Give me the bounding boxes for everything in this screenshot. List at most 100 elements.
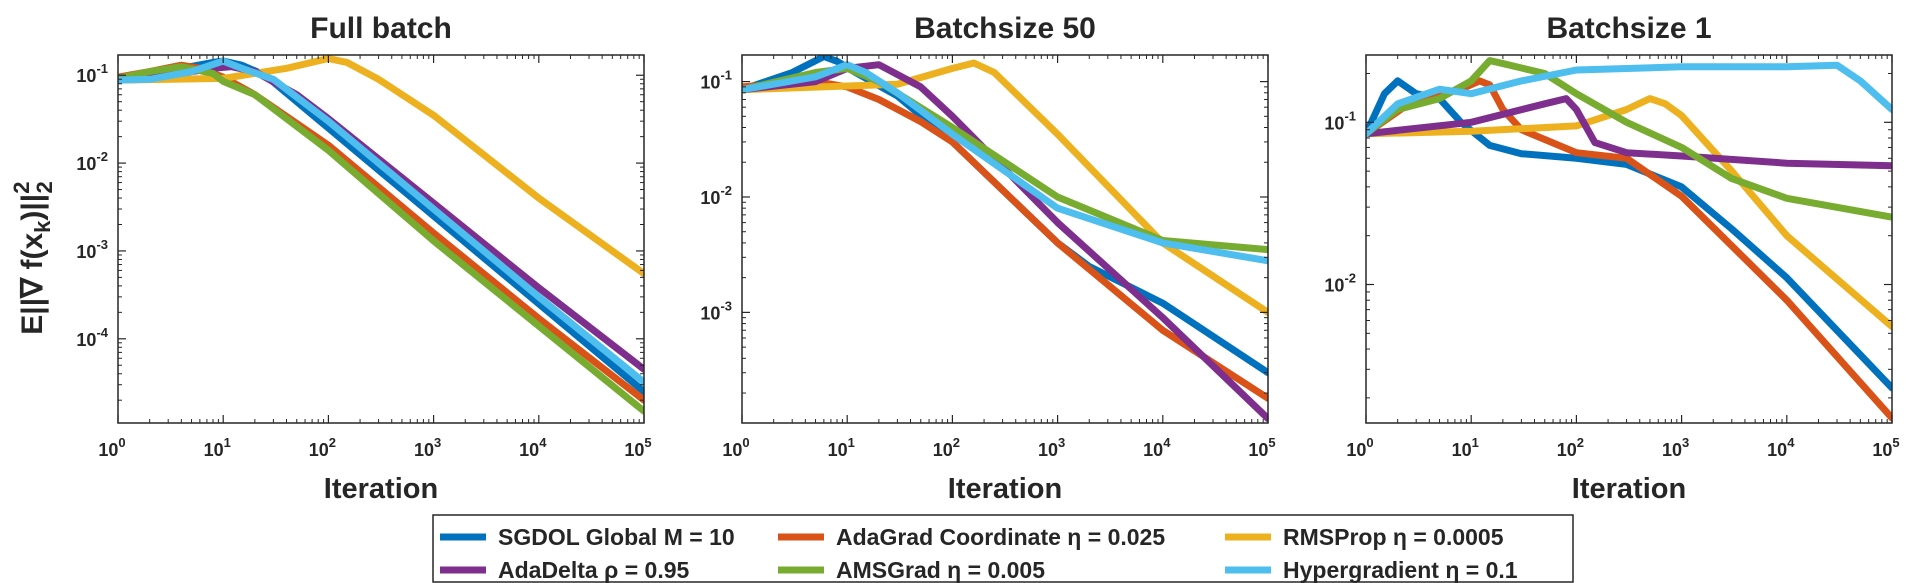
legend-item: RMSProp η = 0.0005 bbox=[1225, 524, 1504, 550]
legend: SGDOL Global M = 10 AdaGrad Coordinate η … bbox=[432, 514, 1574, 583]
x-axis-label: Iteration bbox=[948, 473, 1062, 505]
plot-area bbox=[118, 55, 644, 423]
x-tick-exponent: 5 bbox=[1268, 435, 1275, 450]
series-line-amsgrad bbox=[118, 63, 644, 415]
x-tick-label: 105 bbox=[1872, 435, 1899, 460]
ylabel-sub-2: 2 bbox=[32, 181, 57, 193]
x-tick-label: 102 bbox=[1557, 435, 1584, 460]
x-tick-label: 100 bbox=[98, 435, 125, 460]
x-tick-exponent: 3 bbox=[434, 435, 441, 450]
y-tick-label: 10-2 bbox=[76, 149, 108, 174]
chart-panel-2: 100 101 102 103 104 10510-110-210-3Batchsize … bbox=[700, 12, 1275, 505]
y-tick-exponent: -3 bbox=[720, 298, 732, 313]
x-tick-exponent: 3 bbox=[1058, 435, 1065, 450]
x-axis-label: Iteration bbox=[324, 473, 438, 505]
legend-box bbox=[432, 514, 1574, 583]
axes-box bbox=[741, 54, 1269, 424]
y-tick-exponent: -1 bbox=[96, 61, 108, 76]
series-line-hypergradient bbox=[1366, 61, 1892, 138]
y-tick-exponent: -1 bbox=[1344, 108, 1356, 123]
x-tick-exponent: 2 bbox=[953, 435, 960, 450]
x-tick-label: 102 bbox=[309, 435, 336, 460]
ylabel-sub-k: k bbox=[30, 220, 55, 233]
series-line-adadelta bbox=[742, 61, 1268, 423]
x-tick-label: 101 bbox=[1452, 435, 1479, 460]
x-tick-exponent: 3 bbox=[1682, 435, 1689, 450]
chart-title: Batchsize 50 bbox=[914, 12, 1096, 45]
series-line-rmsprop bbox=[118, 55, 644, 278]
svg-text:E||∇ f(xk)||22: E||∇ f(xk)||22 bbox=[9, 181, 57, 334]
y-tick-label: 10-1 bbox=[76, 61, 108, 86]
legend-item: SGDOL Global M = 10 bbox=[440, 524, 735, 550]
x-tick-label: 100 bbox=[1346, 435, 1373, 460]
y-tick-exponent: -2 bbox=[720, 183, 732, 198]
x-tick-exponent: 5 bbox=[644, 435, 651, 450]
legend-label: Hypergradient η = 0.1 bbox=[1283, 557, 1518, 583]
y-tick-label: 10-2 bbox=[1324, 271, 1356, 296]
legend-item: Hypergradient η = 0.1 bbox=[1225, 557, 1518, 583]
y-tick-label: 10-3 bbox=[700, 298, 732, 323]
x-tick-label: 101 bbox=[204, 435, 231, 460]
series-line-rmsprop bbox=[1366, 95, 1892, 331]
x-tick-exponent: 4 bbox=[1163, 435, 1171, 450]
series-group bbox=[742, 55, 1268, 423]
axes-box bbox=[117, 54, 645, 424]
x-axis-label: Iteration bbox=[1572, 473, 1686, 505]
x-tick-label: 101 bbox=[828, 435, 855, 460]
x-tick-label: 103 bbox=[1662, 435, 1689, 460]
x-tick-label: 104 bbox=[1143, 435, 1171, 460]
x-tick-label: 104 bbox=[519, 435, 547, 460]
ylabel-close: )|| bbox=[16, 194, 49, 221]
series-group bbox=[1366, 57, 1892, 422]
y-tick-exponent: -1 bbox=[720, 68, 732, 83]
x-tick-exponent: 1 bbox=[1472, 435, 1479, 450]
y-tick-exponent: -3 bbox=[96, 237, 108, 252]
y-tick-label: 10-1 bbox=[1324, 108, 1356, 133]
x-tick-exponent: 0 bbox=[118, 435, 125, 450]
y-tick-label: 10-2 bbox=[700, 183, 732, 208]
x-tick-exponent: 4 bbox=[539, 435, 547, 450]
legend-item: AdaDelta ρ = 0.95 bbox=[440, 557, 689, 583]
y-tick-label: 10-4 bbox=[76, 325, 108, 350]
legend-item: AdaGrad Coordinate η = 0.025 bbox=[778, 524, 1165, 550]
axes-box bbox=[1365, 54, 1893, 424]
x-tick-exponent: 4 bbox=[1787, 435, 1795, 450]
x-tick-exponent: 2 bbox=[329, 435, 336, 450]
y-tick-exponent: -4 bbox=[96, 325, 108, 340]
legend-label: AdaDelta ρ = 0.95 bbox=[498, 557, 689, 583]
y-axis-label: E||∇ f(xk)||22 bbox=[9, 181, 57, 334]
x-tick-label: 103 bbox=[414, 435, 441, 460]
legend-item: AMSGrad η = 0.005 bbox=[778, 557, 1045, 583]
x-tick-exponent: 5 bbox=[1892, 435, 1899, 450]
chart-title: Full batch bbox=[310, 12, 452, 45]
x-tick-label: 104 bbox=[1767, 435, 1795, 460]
y-tick-label: 10-3 bbox=[76, 237, 108, 262]
series-group bbox=[118, 55, 644, 415]
plot-area bbox=[742, 55, 1268, 423]
x-tick-exponent: 2 bbox=[1577, 435, 1584, 450]
legend-label: SGDOL Global M = 10 bbox=[498, 524, 735, 550]
y-tick-exponent: -2 bbox=[96, 149, 108, 164]
x-tick-label: 100 bbox=[722, 435, 749, 460]
series-line-hypergradient bbox=[118, 57, 644, 386]
ylabel-main: E||∇ f(x bbox=[16, 233, 49, 335]
x-tick-exponent: 1 bbox=[848, 435, 855, 450]
chart-title: Batchsize 1 bbox=[1546, 12, 1711, 45]
x-tick-label: 103 bbox=[1038, 435, 1065, 460]
series-line-hypergradient bbox=[742, 61, 1268, 265]
legend-label: AMSGrad η = 0.005 bbox=[836, 557, 1045, 583]
series-line-sgdol-global bbox=[1366, 77, 1892, 392]
x-tick-exponent: 1 bbox=[224, 435, 231, 450]
x-tick-label: 105 bbox=[1248, 435, 1275, 460]
y-tick-label: 10-1 bbox=[700, 68, 732, 93]
series-line-adadelta bbox=[1366, 95, 1892, 170]
x-tick-exponent: 0 bbox=[1366, 435, 1373, 450]
legend-label: RMSProp η = 0.0005 bbox=[1283, 524, 1504, 550]
x-tick-label: 105 bbox=[624, 435, 651, 460]
x-tick-label: 102 bbox=[933, 435, 960, 460]
x-tick-exponent: 0 bbox=[742, 435, 749, 450]
y-tick-exponent: -2 bbox=[1344, 271, 1356, 286]
legend-label: AdaGrad Coordinate η = 0.025 bbox=[836, 524, 1165, 550]
